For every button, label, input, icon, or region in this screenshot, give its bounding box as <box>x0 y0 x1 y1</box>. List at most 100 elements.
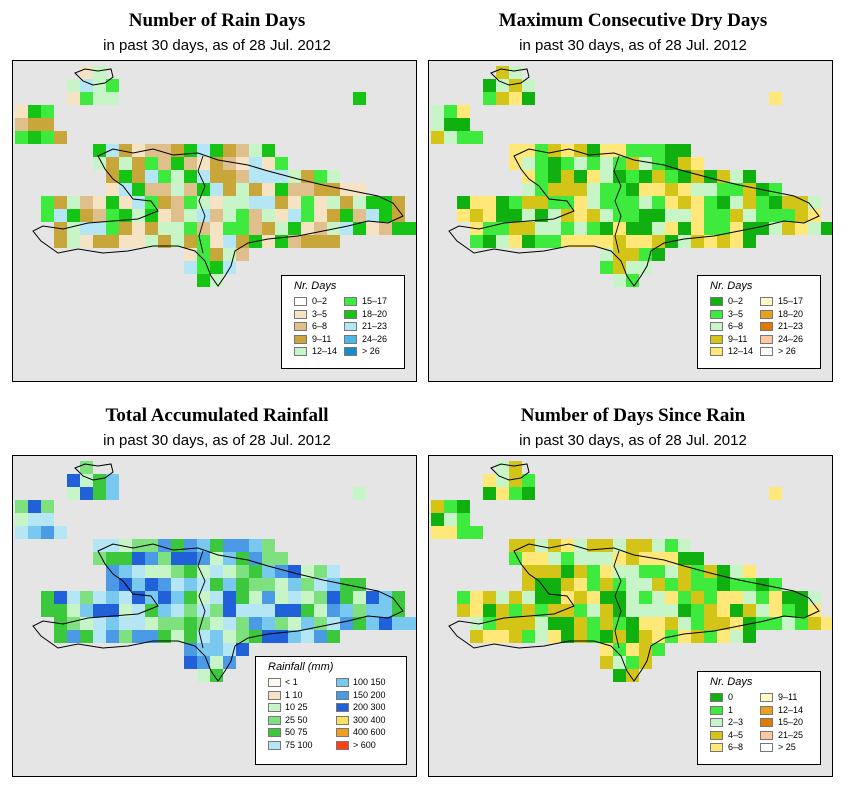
grid-cell <box>353 183 366 196</box>
grid-cell <box>600 643 613 656</box>
legend-swatch <box>710 743 723 752</box>
grid-cell <box>54 196 67 209</box>
legend-swatch <box>344 297 357 306</box>
grid-cell <box>509 604 522 617</box>
grid-cell <box>626 170 639 183</box>
grid-cell <box>587 196 600 209</box>
grid-cell <box>353 92 366 105</box>
grid-cell <box>314 617 327 630</box>
grid-cell <box>509 552 522 565</box>
grid-cell <box>158 209 171 222</box>
grid-cell <box>613 209 626 222</box>
grid-cell <box>639 222 652 235</box>
grid-cell <box>249 578 262 591</box>
grid-cell <box>496 66 509 79</box>
grid-cell <box>327 170 340 183</box>
grid-cell <box>639 209 652 222</box>
grid-cell <box>236 157 249 170</box>
grid-cell <box>275 196 288 209</box>
grid-cell <box>691 222 704 235</box>
grid-cell <box>132 617 145 630</box>
grid-cell <box>132 578 145 591</box>
grid-cell <box>639 170 652 183</box>
grid-cell <box>444 513 457 526</box>
grid-cell <box>249 565 262 578</box>
grid-cell <box>158 578 171 591</box>
grid-cell <box>119 539 132 552</box>
legend-label: 12–14 <box>312 346 338 356</box>
grid-cell <box>327 196 340 209</box>
grid-cell <box>639 183 652 196</box>
grid-cell <box>119 222 132 235</box>
grid-cell <box>236 248 249 261</box>
grid-cell <box>522 578 535 591</box>
coastline <box>32 148 404 287</box>
grid-cell <box>431 131 444 144</box>
grid-cell <box>67 474 80 487</box>
grid-cell <box>743 578 756 591</box>
panel-title: Total Accumulated Rainfall <box>105 405 329 426</box>
grid-cell <box>314 170 327 183</box>
grid-cell <box>457 604 470 617</box>
grid-cell <box>795 591 808 604</box>
grid-cell <box>15 118 28 131</box>
grid-cell <box>730 565 743 578</box>
grid-cell <box>496 461 509 474</box>
grid-cell <box>236 196 249 209</box>
grid-cell <box>223 591 236 604</box>
grid-cell <box>223 261 236 274</box>
grid-cell <box>717 565 730 578</box>
grid-cell <box>262 565 275 578</box>
grid-cell <box>587 209 600 222</box>
legend-swatch <box>268 740 281 750</box>
grid-cell <box>106 617 119 630</box>
grid-cell <box>249 196 262 209</box>
grid-cell <box>301 604 314 617</box>
grid-cell <box>457 105 470 118</box>
grid-cell <box>548 183 561 196</box>
grid-cell <box>288 604 301 617</box>
legend-swatch <box>710 347 723 356</box>
coastline <box>448 148 820 287</box>
grid-cell <box>184 170 197 183</box>
grid-cell <box>691 196 704 209</box>
grid-cell <box>132 157 145 170</box>
map-canvas <box>431 66 832 287</box>
grid-cell <box>769 617 782 630</box>
grid-cell <box>769 196 782 209</box>
grid-cell <box>522 183 535 196</box>
grid-cell <box>743 630 756 643</box>
grid-cell <box>574 170 587 183</box>
grid-cell <box>262 222 275 235</box>
grid-cell <box>782 604 795 617</box>
grid-cell <box>314 630 327 643</box>
grid-cell <box>210 235 223 248</box>
coastline <box>74 463 114 481</box>
grid-cell <box>106 144 119 157</box>
grid-cell <box>496 487 509 500</box>
grid-cell <box>249 157 262 170</box>
grid-cell <box>132 565 145 578</box>
grid-cell <box>691 183 704 196</box>
grid-cell <box>210 248 223 261</box>
grid-cell <box>444 118 457 131</box>
grid-cell <box>496 591 509 604</box>
grid-cell <box>730 578 743 591</box>
grid-cell <box>743 565 756 578</box>
grid-cell <box>223 144 236 157</box>
grid-cell <box>184 222 197 235</box>
legend-label: 3–5 <box>312 308 328 319</box>
map-max-dry-days: Nr. Days 0–2 3–5 6–8 9–11 12–14 15–17 18–20 21–… <box>428 60 833 382</box>
grid-cell <box>119 196 132 209</box>
grid-cell <box>782 617 795 630</box>
grid-cell <box>522 552 535 565</box>
grid-cell <box>132 196 145 209</box>
grid-cell <box>197 643 210 656</box>
grid-cell <box>782 591 795 604</box>
grid-cell <box>600 222 613 235</box>
legend: Rainfall (mm) < 1 1 10 10 25 25 50 50 75 75 1… <box>255 656 407 765</box>
legend-swatch <box>336 715 349 725</box>
grid-cell <box>613 643 626 656</box>
grid-cell <box>145 617 158 630</box>
grid-cell <box>288 565 301 578</box>
